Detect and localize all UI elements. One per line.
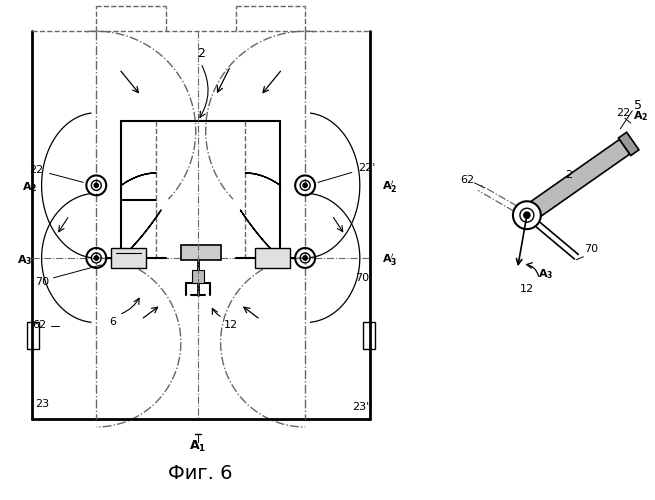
Text: $\mathbf{A_3}$: $\mathbf{A_3}$: [538, 267, 553, 281]
Text: 6: 6: [109, 316, 117, 326]
Text: $\mathbf{A_2'}$: $\mathbf{A_2'}$: [382, 180, 397, 196]
Text: 62: 62: [33, 320, 47, 330]
Text: 70: 70: [584, 244, 599, 254]
Text: 22': 22': [358, 164, 375, 173]
Text: 2: 2: [565, 170, 572, 180]
Text: $\mathbf{A_1}$: $\mathbf{A_1}$: [189, 440, 206, 454]
Text: 22: 22: [29, 166, 44, 175]
Circle shape: [520, 208, 534, 222]
Text: Фиг. 6: Фиг. 6: [168, 464, 233, 483]
Text: 23': 23': [352, 402, 369, 412]
Circle shape: [94, 184, 98, 188]
Text: $\mathbf{A_3'}$: $\mathbf{A_3'}$: [382, 252, 397, 268]
Polygon shape: [618, 132, 639, 156]
Circle shape: [524, 212, 530, 218]
Bar: [363, 322, 375, 349]
Text: $\mathbf{A_2}$: $\mathbf{A_2}$: [22, 180, 37, 194]
Text: 12: 12: [223, 320, 238, 330]
Bar: [192, 270, 204, 283]
Text: 12: 12: [520, 284, 534, 294]
Text: 62: 62: [460, 175, 475, 185]
Text: 2: 2: [196, 46, 204, 60]
Bar: [255, 248, 290, 268]
Bar: [111, 248, 146, 268]
Circle shape: [303, 184, 307, 188]
Text: 5: 5: [634, 100, 643, 112]
Text: 70': 70': [355, 273, 372, 283]
Text: 22: 22: [616, 108, 630, 118]
Circle shape: [513, 202, 541, 229]
Text: $\mathbf{A_3}$: $\mathbf{A_3}$: [17, 253, 32, 267]
Polygon shape: [522, 140, 629, 222]
Text: $\mathbf{A_2}$: $\mathbf{A_2}$: [633, 110, 648, 123]
Text: 23: 23: [35, 399, 48, 409]
Circle shape: [303, 256, 307, 260]
Text: 70: 70: [35, 277, 50, 287]
Circle shape: [94, 256, 98, 260]
Bar: [27, 322, 39, 349]
Bar: [181, 245, 221, 260]
